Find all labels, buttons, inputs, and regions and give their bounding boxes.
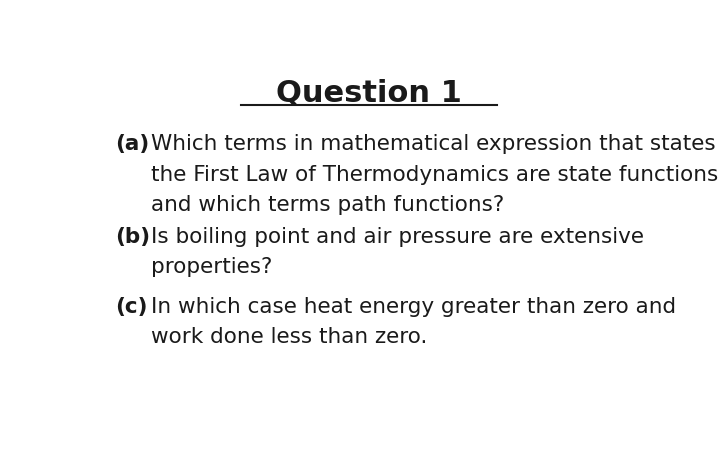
Text: In which case heat energy greater than zero and: In which case heat energy greater than z… [150, 296, 676, 316]
Text: (b): (b) [115, 226, 150, 246]
Text: (a): (a) [115, 133, 149, 153]
Text: Question 1: Question 1 [276, 79, 462, 108]
Text: Is boiling point and air pressure are extensive: Is boiling point and air pressure are ex… [150, 226, 644, 246]
Text: work done less than zero.: work done less than zero. [150, 326, 427, 346]
Text: (c): (c) [115, 296, 148, 316]
Text: and which terms path functions?: and which terms path functions? [150, 195, 504, 215]
Text: the First Law of Thermodynamics are state functions: the First Law of Thermodynamics are stat… [150, 165, 718, 185]
Text: properties?: properties? [150, 256, 272, 276]
Text: Which terms in mathematical expression that states: Which terms in mathematical expression t… [150, 133, 716, 153]
